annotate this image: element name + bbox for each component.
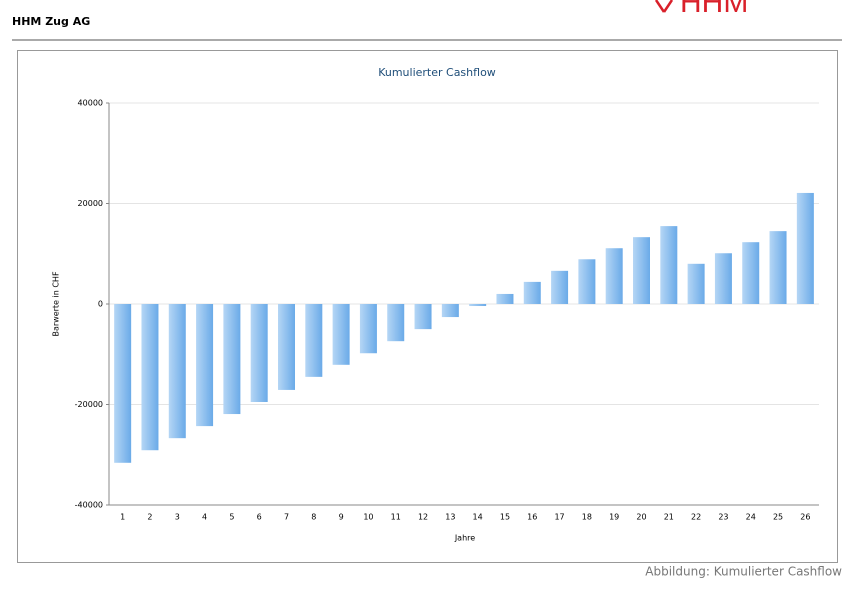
x-tick-label: 23 — [718, 513, 728, 522]
bar — [414, 304, 432, 330]
x-tick-label: 2 — [147, 513, 152, 522]
bar — [523, 281, 541, 304]
bar — [305, 304, 323, 377]
bar — [250, 304, 268, 402]
bar — [469, 304, 487, 307]
bar — [196, 304, 214, 427]
bar — [359, 304, 377, 354]
bar — [660, 226, 678, 304]
bar — [168, 304, 186, 439]
x-tick-label: 4 — [202, 513, 207, 522]
y-axis-label: Barwerte in CHF — [52, 271, 61, 336]
y-tick-label: -20000 — [75, 400, 103, 409]
logo-icon — [654, 0, 674, 13]
bar — [141, 304, 159, 451]
x-tick-label: 15 — [500, 513, 510, 522]
x-tick-label: 26 — [800, 513, 810, 522]
x-tick-label: 7 — [284, 513, 289, 522]
x-tick-label: 3 — [175, 513, 180, 522]
x-tick-label: 12 — [418, 513, 428, 522]
x-tick-label: 22 — [691, 513, 701, 522]
bar — [551, 270, 569, 304]
x-tick-label: 10 — [363, 513, 373, 522]
x-tick-label: 13 — [445, 513, 455, 522]
x-tick-label: 11 — [391, 513, 401, 522]
x-tick-label: 24 — [746, 513, 756, 522]
x-tick-label: 1 — [120, 513, 125, 522]
caption: Abbildung: Kumulierter Cashflow — [645, 565, 842, 579]
logo-text: HHM — [680, 0, 748, 19]
y-tick-label: -40000 — [75, 501, 103, 510]
bar — [578, 259, 596, 304]
bar — [114, 304, 132, 463]
x-tick-label: 17 — [554, 513, 564, 522]
x-tick-label: 6 — [257, 513, 262, 522]
y-tick-label: 0 — [98, 300, 103, 309]
x-tick-label: 18 — [582, 513, 592, 522]
x-tick-label: 20 — [636, 513, 646, 522]
bar — [223, 304, 241, 415]
x-tick-label: 5 — [229, 513, 234, 522]
bar — [332, 304, 350, 365]
bar — [769, 231, 787, 304]
x-tick-label: 21 — [664, 513, 674, 522]
x-tick-label: 14 — [473, 513, 483, 522]
x-tick-label: 16 — [527, 513, 537, 522]
bar — [441, 304, 459, 318]
bar — [605, 248, 623, 304]
y-tick-label: 20000 — [78, 199, 103, 208]
bar — [687, 263, 705, 304]
company-name: HHM Zug AG — [12, 15, 90, 28]
x-axis-label: Jahre — [454, 534, 475, 543]
bar — [714, 253, 732, 304]
x-tick-label: 9 — [339, 513, 344, 522]
chart-title: Kumulierter Cashflow — [378, 66, 496, 79]
bar — [387, 304, 405, 342]
bar — [796, 192, 814, 304]
bar — [496, 293, 514, 304]
bar — [633, 237, 650, 304]
bar — [278, 304, 295, 390]
x-tick-label: 19 — [609, 513, 619, 522]
x-tick-label: 25 — [773, 513, 783, 522]
logo: HHM — [654, 0, 748, 19]
bar — [742, 242, 760, 304]
y-tick-label: 40000 — [78, 99, 103, 108]
x-tick-label: 8 — [311, 513, 316, 522]
